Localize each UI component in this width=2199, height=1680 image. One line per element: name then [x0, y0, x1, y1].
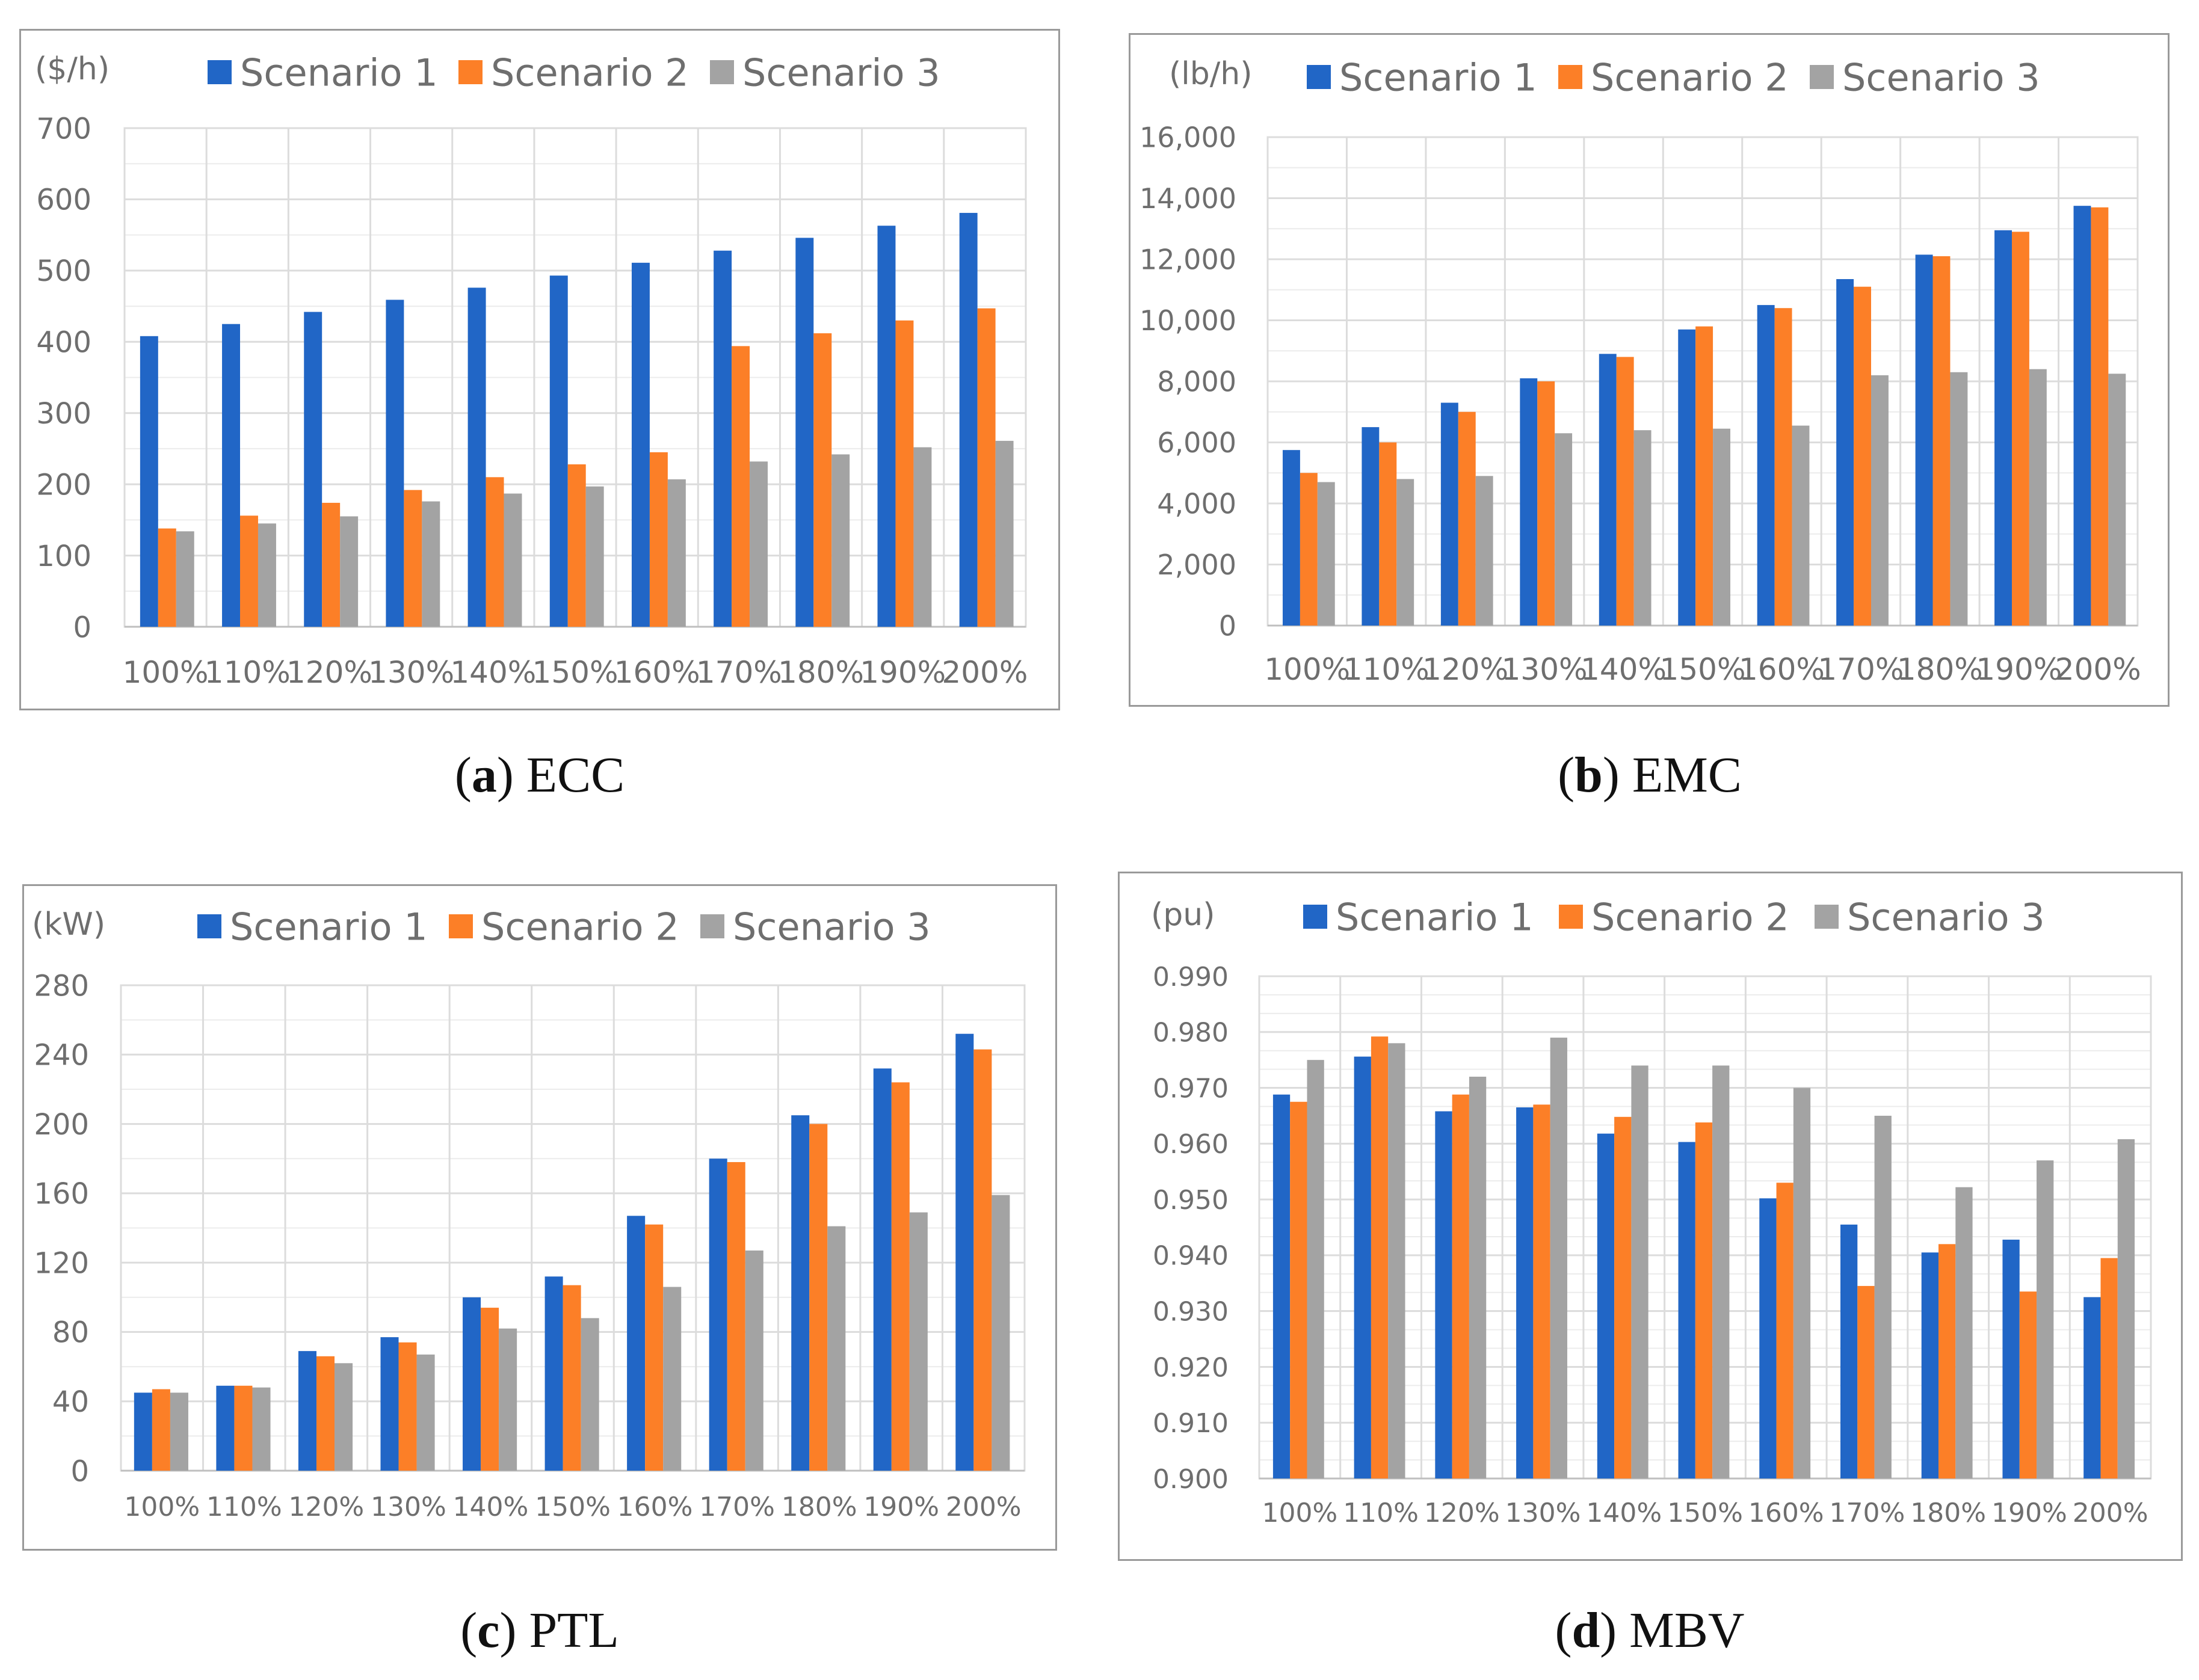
chart-frame-d: [1118, 872, 2183, 1561]
caption-c: (c) PTL: [460, 1602, 619, 1658]
caption-d: (d) MBV: [1555, 1602, 1745, 1658]
caption-a: (a) ECC: [454, 747, 625, 803]
chart-frame-c: [22, 884, 1057, 1551]
caption-b: (b) EMC: [1558, 747, 1742, 803]
chart-frame-a: [19, 29, 1060, 710]
chart-frame-b: [1129, 33, 2170, 707]
